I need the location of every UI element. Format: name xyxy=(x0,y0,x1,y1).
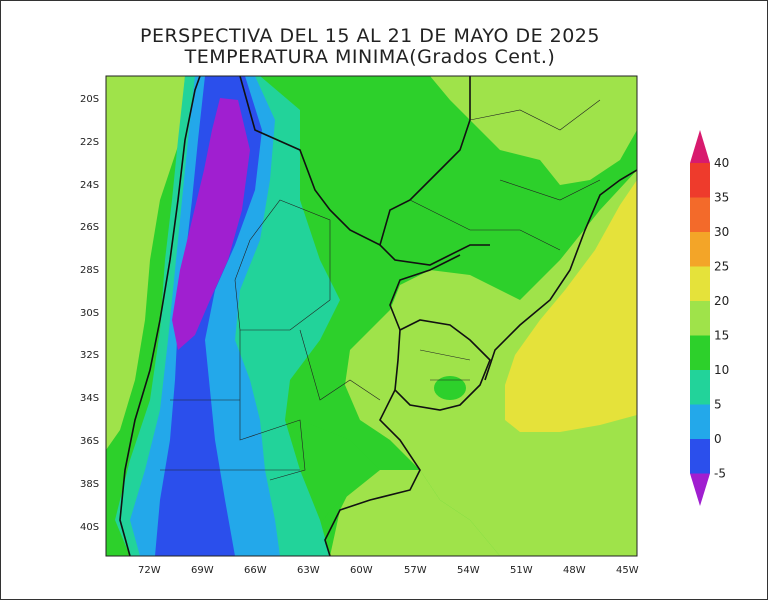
colorbar: 40 35 30 25 20 15 10 5 0 -5 xyxy=(690,130,729,506)
zone-below-m5-andes xyxy=(172,98,250,350)
map-title-line1: PERSPECTIVA DEL 15 AL 21 DE MAYO DE 2025 xyxy=(140,25,600,47)
colorbar-label: 40 xyxy=(714,156,729,170)
lon-label: 66W xyxy=(244,565,267,576)
latitude-axis: 20S 22S 24S 26S 28S 30S 32S 34S 36S 38S … xyxy=(80,94,99,533)
zone-20-25-ocean xyxy=(505,180,637,432)
zone-15-20-west xyxy=(106,76,185,450)
lat-label: 36S xyxy=(80,436,99,447)
colorbar-bottom-arrow xyxy=(690,473,710,506)
lon-label: 57W xyxy=(404,565,427,576)
lon-label: 69W xyxy=(191,565,214,576)
lon-label: 63W xyxy=(297,565,320,576)
lat-label: 40S xyxy=(80,522,99,533)
colorbar-label: 10 xyxy=(714,363,729,377)
country-borders xyxy=(119,76,637,556)
lat-label: 28S xyxy=(80,265,99,276)
colorbar-swatch xyxy=(690,404,710,439)
colorbar-label: 15 xyxy=(714,329,729,343)
colorbar-label: 5 xyxy=(714,398,722,412)
lon-label: 72W xyxy=(138,565,161,576)
colorbar-swatch xyxy=(690,163,710,198)
colorbar-label: 35 xyxy=(714,191,729,205)
lat-label: 32S xyxy=(80,350,99,361)
colorbar-label: -5 xyxy=(714,467,726,481)
lat-label: 26S xyxy=(80,222,99,233)
lat-label: 20S xyxy=(80,94,99,105)
colorbar-swatch xyxy=(690,232,710,267)
colorbar-swatch xyxy=(690,301,710,336)
lon-label: 45W xyxy=(616,565,639,576)
lon-label: 48W xyxy=(563,565,586,576)
zone-10-15-uruguay-blob xyxy=(434,376,466,400)
colorbar-label: 20 xyxy=(714,294,729,308)
longitude-axis: 72W 69W 66W 63W 60W 57W 54W 51W 48W 45W xyxy=(138,565,639,576)
zone-15-20-north xyxy=(430,76,637,185)
colorbar-swatch xyxy=(690,335,710,370)
colorbar-swatch xyxy=(690,197,710,232)
lon-label: 54W xyxy=(457,565,480,576)
colorbar-label: 25 xyxy=(714,260,729,274)
lat-label: 22S xyxy=(80,137,99,148)
lat-label: 38S xyxy=(80,479,99,490)
map-title-line2: TEMPERATURA MINIMA(Grados Cent.) xyxy=(184,46,556,68)
colorbar-top-arrow xyxy=(690,130,710,163)
colorbar-label: 30 xyxy=(714,225,729,239)
colorbar-swatch xyxy=(690,439,710,474)
colorbar-label: 0 xyxy=(714,432,722,446)
colorbar-swatch xyxy=(690,370,710,405)
lat-label: 30S xyxy=(80,308,99,319)
colorbar-swatch xyxy=(690,266,710,301)
zone-15-20-south xyxy=(330,470,500,556)
province-borders xyxy=(160,99,601,481)
lat-label: 34S xyxy=(80,393,99,404)
lon-label: 51W xyxy=(510,565,533,576)
lat-label: 24S xyxy=(80,180,99,191)
map-frame xyxy=(105,75,638,557)
lon-label: 60W xyxy=(350,565,373,576)
